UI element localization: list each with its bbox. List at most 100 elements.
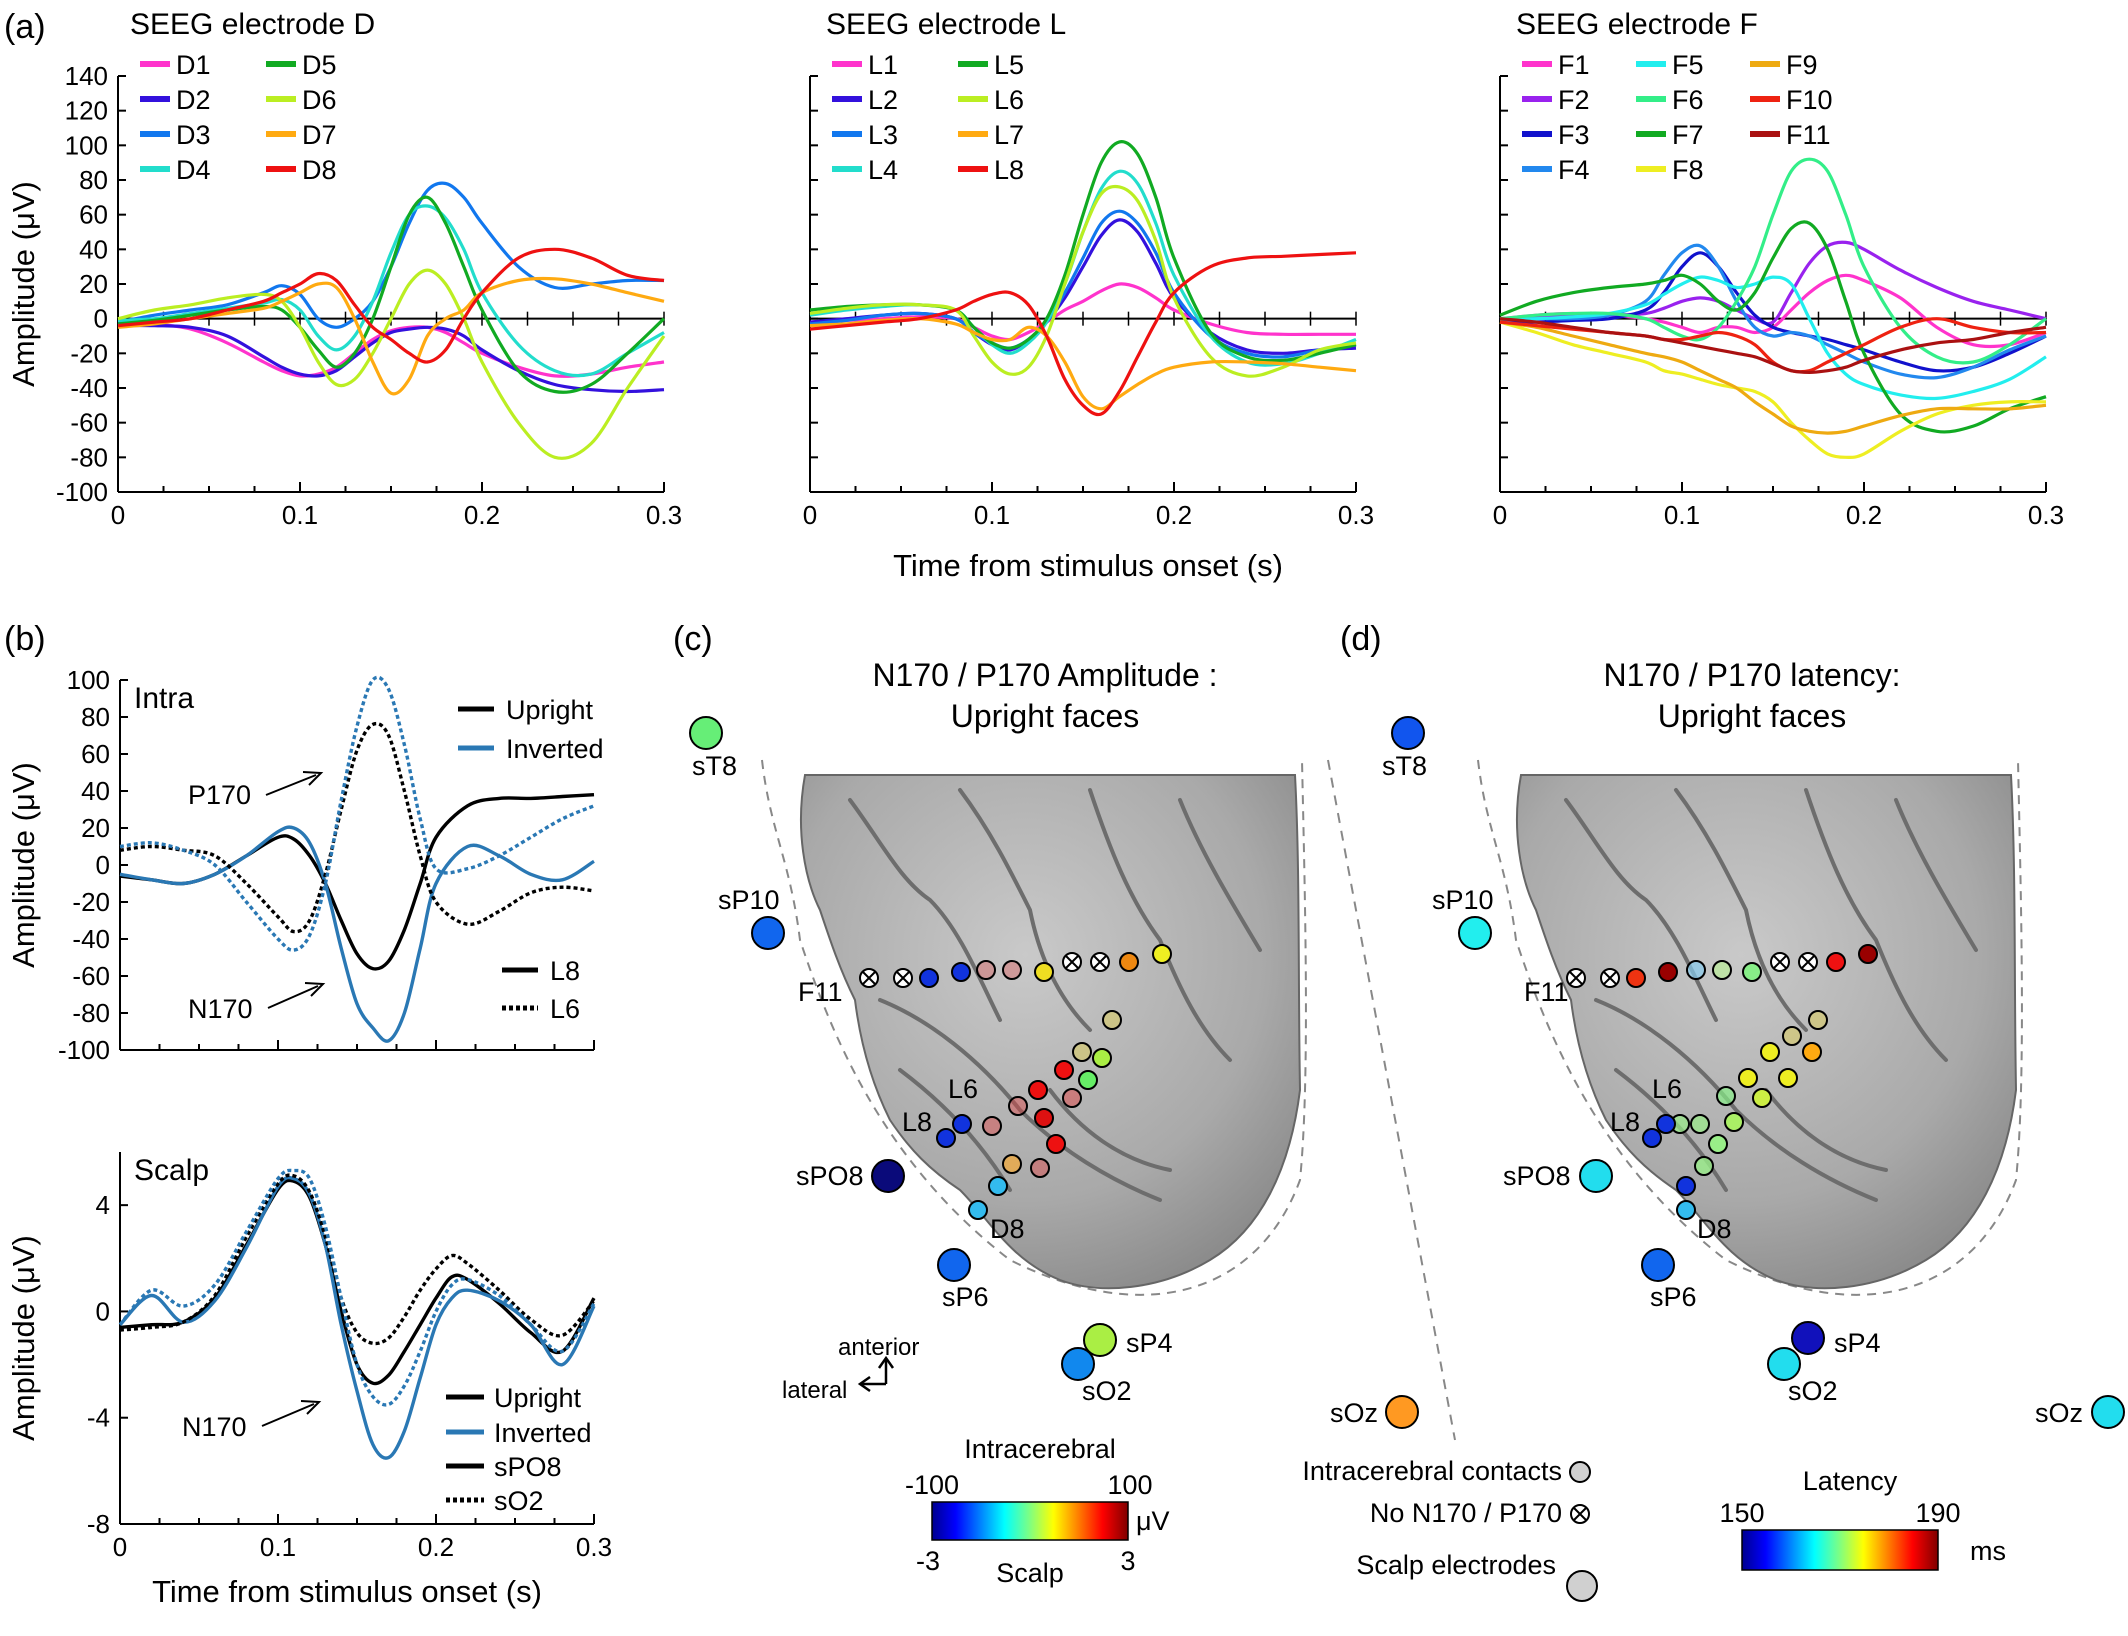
intracerebral-contact: [1752, 1088, 1772, 1108]
intracerebral-contact: [1724, 1112, 1744, 1132]
x-tick-label: 0.1: [282, 500, 318, 530]
annotation-n170-head: [300, 1400, 322, 1415]
legend-label-upright: Upright: [494, 1383, 582, 1413]
series-F2: [1499, 240, 2047, 326]
y-tick-label: 40: [79, 234, 108, 264]
colorbar-scalp-label: Scalp: [996, 1558, 1064, 1588]
y-axis-label: Amplitude (μV): [6, 1235, 41, 1441]
x-tick-label: 0: [111, 500, 125, 530]
legend-label-inverted: Inverted: [506, 734, 604, 764]
anterior-label: anterior: [838, 1334, 919, 1361]
intracerebral-contact: [1054, 1060, 1074, 1080]
intracerebral-contact: [1046, 1134, 1066, 1154]
legend-label-L4: L4: [868, 155, 898, 185]
legend-label-F7: F7: [1672, 120, 1704, 150]
intracerebral-contact: [1002, 960, 1022, 980]
contact-no-response-cross: [862, 971, 876, 985]
legend-label-F2: F2: [1558, 85, 1590, 115]
colorbar-lat-max: 190: [1915, 1498, 1960, 1528]
intracerebral-contact: [1656, 1114, 1676, 1134]
y-tick-label: 0: [94, 304, 108, 334]
intracerebral-contact: [1738, 1068, 1758, 1088]
scalp-electrode: [689, 716, 723, 750]
chart-title: SEEG electrode F: [1516, 8, 1758, 41]
intracerebral-contact: [1716, 1086, 1736, 1106]
intracerebral-contact: [1676, 1176, 1696, 1196]
colorbar-amp-title: Intracerebral: [964, 1434, 1116, 1464]
x-tick-label: 0.3: [1338, 500, 1374, 530]
key-scalp-marker: [1566, 1570, 1598, 1602]
intracerebral-contact: [1102, 1010, 1122, 1030]
key-no-response: No N170 / P170: [1370, 1498, 1562, 1528]
label-sP10-d: sP10: [1432, 885, 1494, 915]
contact-no-response-cross: [1801, 955, 1815, 969]
y-tick-label: 20: [79, 269, 108, 299]
series-F4: [1499, 243, 2047, 380]
intracerebral-contact: [988, 1176, 1008, 1196]
scalp-electrode: [1061, 1347, 1095, 1381]
y-tick-label: -60: [70, 408, 108, 438]
label-sPO8-d: sPO8: [1503, 1161, 1571, 1191]
series-D7: [117, 276, 665, 396]
scalp-electrode: [1791, 1321, 1825, 1355]
panel-d-title-1: N170 / P170 latency:: [1603, 657, 1900, 693]
intracerebral-contact: [1034, 962, 1054, 982]
y-tick-label: 20: [81, 813, 110, 843]
legend-label-F10: F10: [1786, 85, 1833, 115]
scalp-electrode: [871, 1159, 905, 1193]
y-tick-label: 140: [65, 61, 108, 91]
legend-label-L8: L8: [994, 155, 1024, 185]
annotation-n170-arrow: [261, 1403, 315, 1427]
legend-label-F1: F1: [1558, 50, 1590, 80]
chart-intra: 100 80 60 40 20 0 -20 -40 -60 -80 -100 Amplitude (μ…: [6, 665, 604, 1065]
scalp-electrode: [1579, 1159, 1613, 1193]
y-tick-label: -40: [70, 373, 108, 403]
key-intracerebral: Intracerebral contacts: [1302, 1456, 1562, 1486]
y-tick-label: -8: [87, 1509, 110, 1539]
y-tick-label: -80: [72, 998, 110, 1028]
label-F11-c: F11: [798, 977, 843, 1007]
scalp-electrode: [2091, 1395, 2125, 1429]
y-tick-label: -20: [72, 887, 110, 917]
chart-electrode-f: 0 0.1 0.2 0.3 SEEG electrode F F1 F2 F3 F4 F5 F6 F7…: [1493, 8, 2064, 530]
x-tick-label: 0.3: [646, 500, 682, 530]
annotation-p170: P170: [188, 780, 251, 810]
x-tick-label: 0.2: [418, 1532, 454, 1562]
legend-label-upright: Upright: [506, 695, 594, 725]
colorbar-amp-min: -100: [905, 1470, 959, 1500]
panel-c-title-1: N170 / P170 Amplitude :: [872, 657, 1217, 693]
intracerebral-contact: [1802, 1042, 1822, 1062]
x-tick-label: 0.2: [1156, 500, 1192, 530]
panel-label-c: (c): [673, 620, 713, 658]
legend-label-D7: D7: [302, 120, 337, 150]
colorbar-amp-max: 100: [1107, 1470, 1152, 1500]
colorbar-scalp-min: -3: [916, 1546, 940, 1576]
intracerebral-contact: [1778, 1068, 1798, 1088]
series-D4: [117, 204, 665, 378]
label-sP4-c: sP4: [1126, 1328, 1173, 1358]
colorbar-amp-bar: [931, 1501, 1129, 1541]
annotation-p170-head: [302, 771, 324, 786]
series-D8: [117, 247, 665, 364]
y-tick-label: 60: [79, 200, 108, 230]
top-x-label: Time from stimulus onset (s): [893, 548, 1283, 583]
series-F11: [1499, 317, 2047, 375]
intracerebral-contact: [1826, 952, 1846, 972]
y-tick-label: 100: [67, 665, 110, 695]
y-tick-label: 0: [96, 850, 110, 880]
intracerebral-contact: [1072, 1042, 1092, 1062]
y-tick-label: 80: [81, 702, 110, 732]
panel-d-title-2: Upright faces: [1658, 698, 1847, 734]
intracerebral-contact: [1034, 1108, 1054, 1128]
legend-label-l6: L6: [550, 994, 580, 1024]
x-tick-label: 0: [803, 500, 817, 530]
chart-title: SEEG electrode L: [826, 8, 1066, 41]
legend-label-F11: F11: [1786, 120, 1831, 150]
y-tick-label: 100: [65, 130, 108, 160]
y-tick-label: -100: [56, 477, 108, 507]
lateral-label: lateral: [782, 1377, 847, 1404]
intracerebral-contact: [1002, 1154, 1022, 1174]
y-tick-label: -40: [72, 924, 110, 954]
legend-label-D2: D2: [176, 85, 211, 115]
